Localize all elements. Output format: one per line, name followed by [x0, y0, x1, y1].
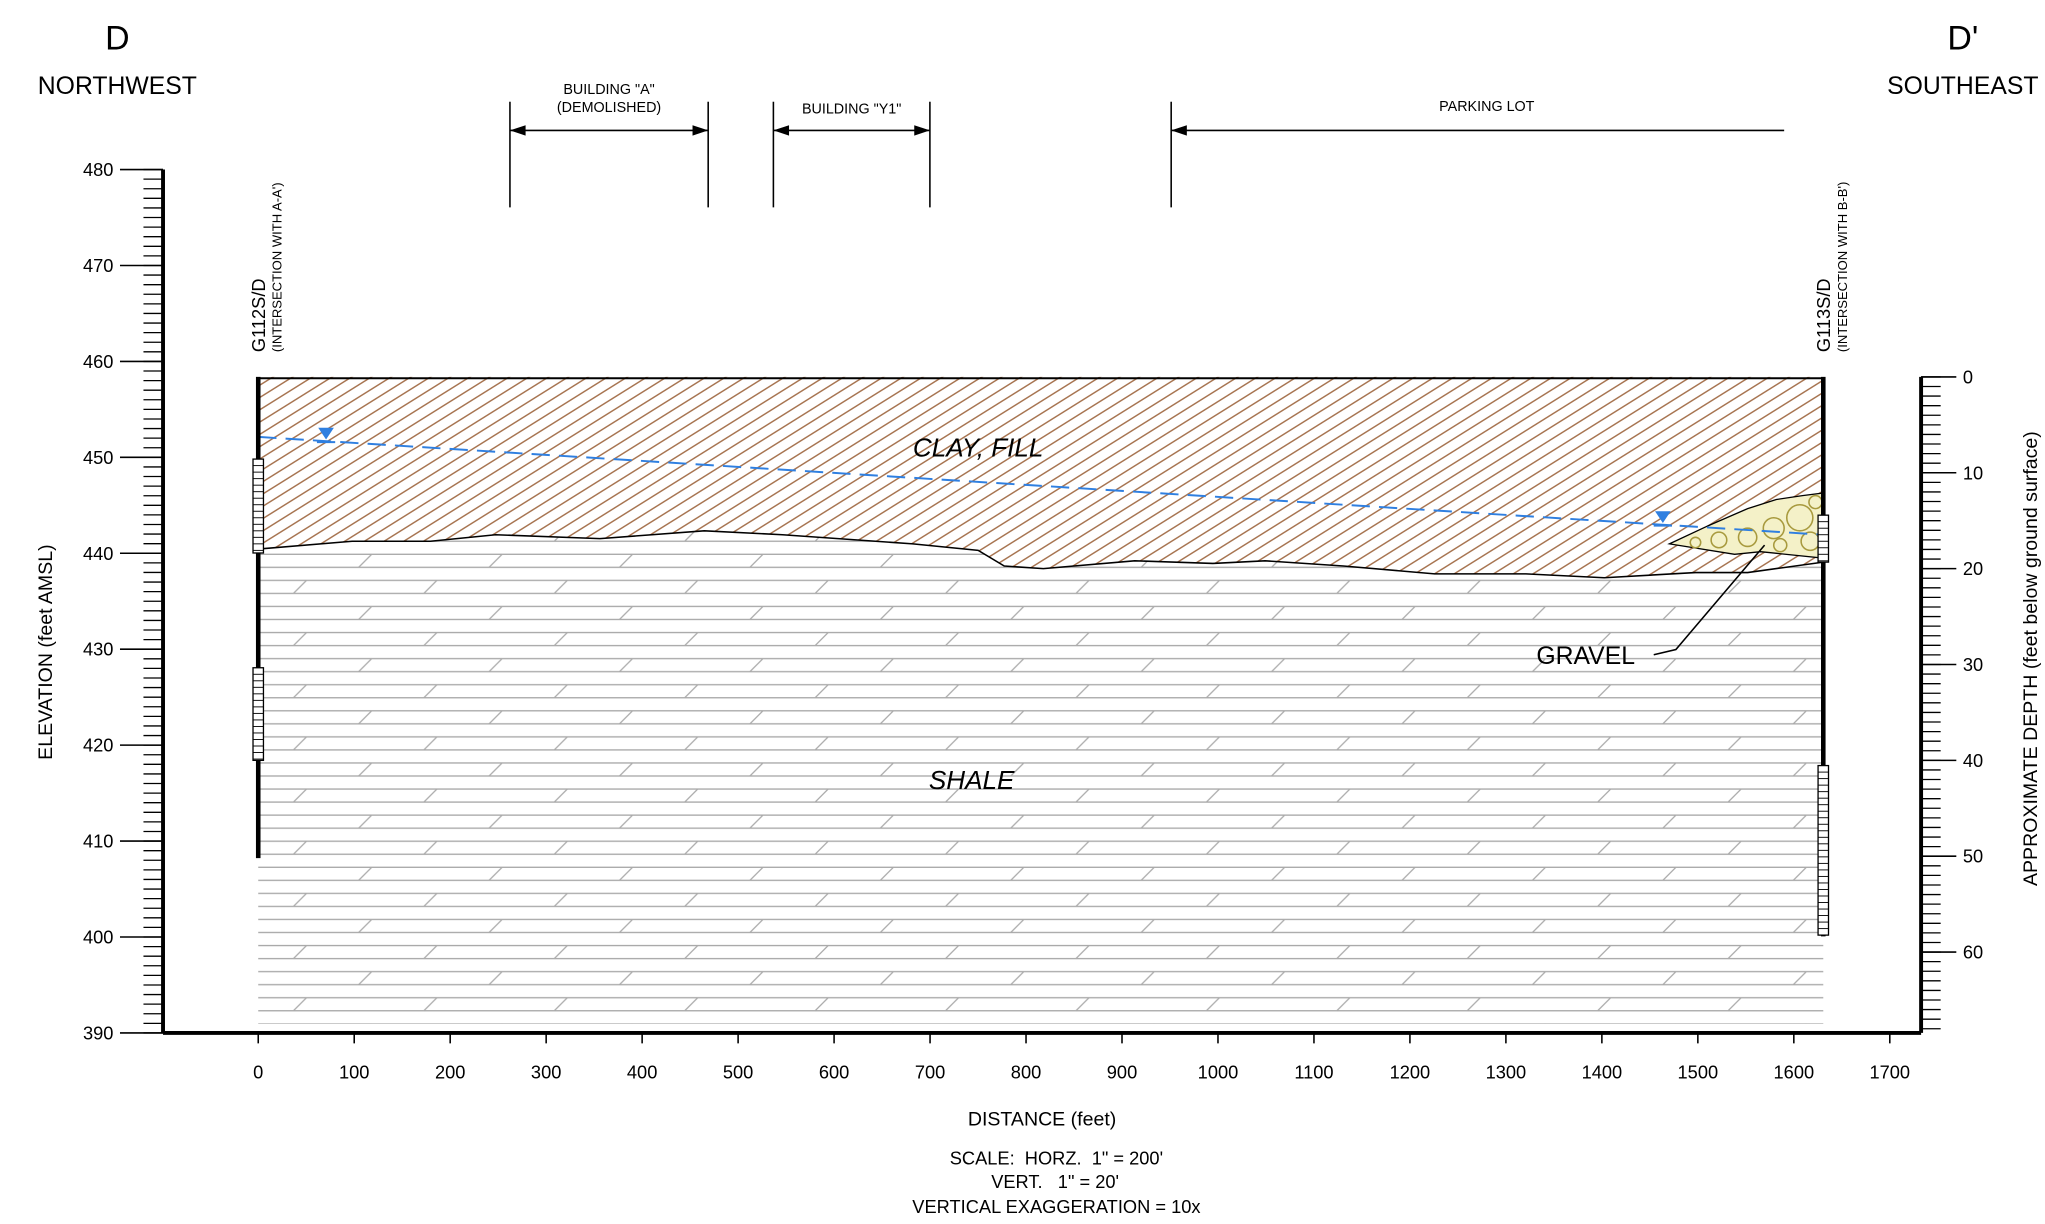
x-tick-label: 700: [915, 1062, 945, 1083]
y-tick-label: 430: [83, 639, 113, 660]
x-tick-label: 200: [435, 1062, 465, 1083]
direction: SOUTHEAST: [1887, 73, 2038, 100]
screen: [1817, 514, 1830, 563]
well-name: G113S/D: [1813, 278, 1834, 352]
x-tick-label: 100: [339, 1062, 369, 1083]
water-level-symbol: [1655, 511, 1671, 523]
arrows: [509, 125, 1187, 136]
x-tick-label: 500: [723, 1062, 753, 1083]
y2-tick-label: 60: [1963, 942, 1983, 963]
feature-markers: [509, 101, 1785, 208]
well-name: G112S/D: [248, 278, 269, 352]
direction: NORTHWEST: [38, 73, 197, 100]
y2-tick-label: 0: [1963, 366, 1973, 387]
y-tick-label: 460: [83, 351, 113, 372]
y-tick-label: 470: [83, 255, 113, 276]
x-tick-label: 1500: [1678, 1062, 1719, 1083]
y2-tick-label: 40: [1963, 750, 1983, 771]
scale-note: SCALE: HORZ. 1" = 200': [950, 1148, 1163, 1169]
gravel-lens: [1667, 492, 1824, 559]
feature-label: (DEMOLISHED): [557, 100, 661, 116]
layer-label: CLAY, FILL: [913, 432, 1043, 462]
y-tick-label: 450: [83, 447, 113, 468]
x-tick-label: 1700: [1869, 1062, 1910, 1083]
x-tick-label: 900: [1107, 1062, 1137, 1083]
shale-layer: [258, 530, 1824, 1024]
y2-tick-label: 30: [1963, 654, 1983, 675]
section-end: D': [1947, 20, 1978, 58]
feature-label: PARKING LOT: [1439, 99, 1535, 115]
x-tick-label: 1100: [1294, 1062, 1333, 1083]
x-axis-title: DISTANCE (feet): [968, 1109, 1116, 1131]
leader-line: [1653, 544, 1766, 656]
well-screens: [252, 458, 1830, 936]
well-note: (INTERSECTION WITH B-B'): [1835, 182, 1850, 352]
x-tick-label: 800: [1011, 1062, 1041, 1083]
y2-tick-label: 20: [1963, 558, 1983, 579]
y-tick-label: 410: [83, 831, 113, 852]
y2-axis-title: APPROXIMATE DEPTH (feet below ground sur…: [2020, 431, 2042, 886]
y2-tick-label: 50: [1963, 846, 1983, 867]
section-start: D: [105, 20, 129, 58]
screen: [252, 458, 265, 554]
x-tick-label: 300: [531, 1062, 561, 1083]
well-note: (INTERSECTION WITH A-A'): [270, 182, 285, 352]
layer-label: SHALE: [929, 765, 1015, 795]
y-tick-label: 480: [83, 159, 113, 180]
water-level-symbol: [318, 427, 334, 440]
x-tick-label: 1400: [1582, 1062, 1623, 1083]
feature-label: BUILDING "Y1": [802, 101, 901, 117]
x-tick-label: 1300: [1486, 1062, 1527, 1083]
layer-boundary: [258, 530, 1824, 579]
clay-layer: [258, 376, 1824, 578]
x-tick-label: 0: [253, 1062, 263, 1083]
water-table: [258, 435, 1824, 536]
scale-note: VERTICAL EXAGGERATION = 10x: [912, 1196, 1200, 1217]
y-axis-title: ELEVATION (feet AMSL): [35, 544, 57, 759]
scale-note: VERT. 1" = 20': [991, 1171, 1119, 1192]
y-tick-label: 390: [83, 1022, 113, 1043]
y-tick-label: 440: [83, 543, 113, 564]
screen: [252, 667, 265, 762]
y-tick-label: 400: [83, 927, 113, 948]
x-tick-label: 1200: [1390, 1062, 1431, 1083]
x-tick-label: 400: [627, 1062, 657, 1083]
layer-label: GRAVEL: [1536, 643, 1635, 670]
x-tick-label: 1000: [1198, 1062, 1239, 1083]
x-tick-label: 1600: [1774, 1062, 1815, 1083]
x-tick-label: 600: [819, 1062, 849, 1083]
y2-tick-label: 10: [1963, 462, 1983, 483]
feature-label: BUILDING "A": [563, 82, 654, 98]
y-tick-label: 420: [83, 735, 113, 756]
